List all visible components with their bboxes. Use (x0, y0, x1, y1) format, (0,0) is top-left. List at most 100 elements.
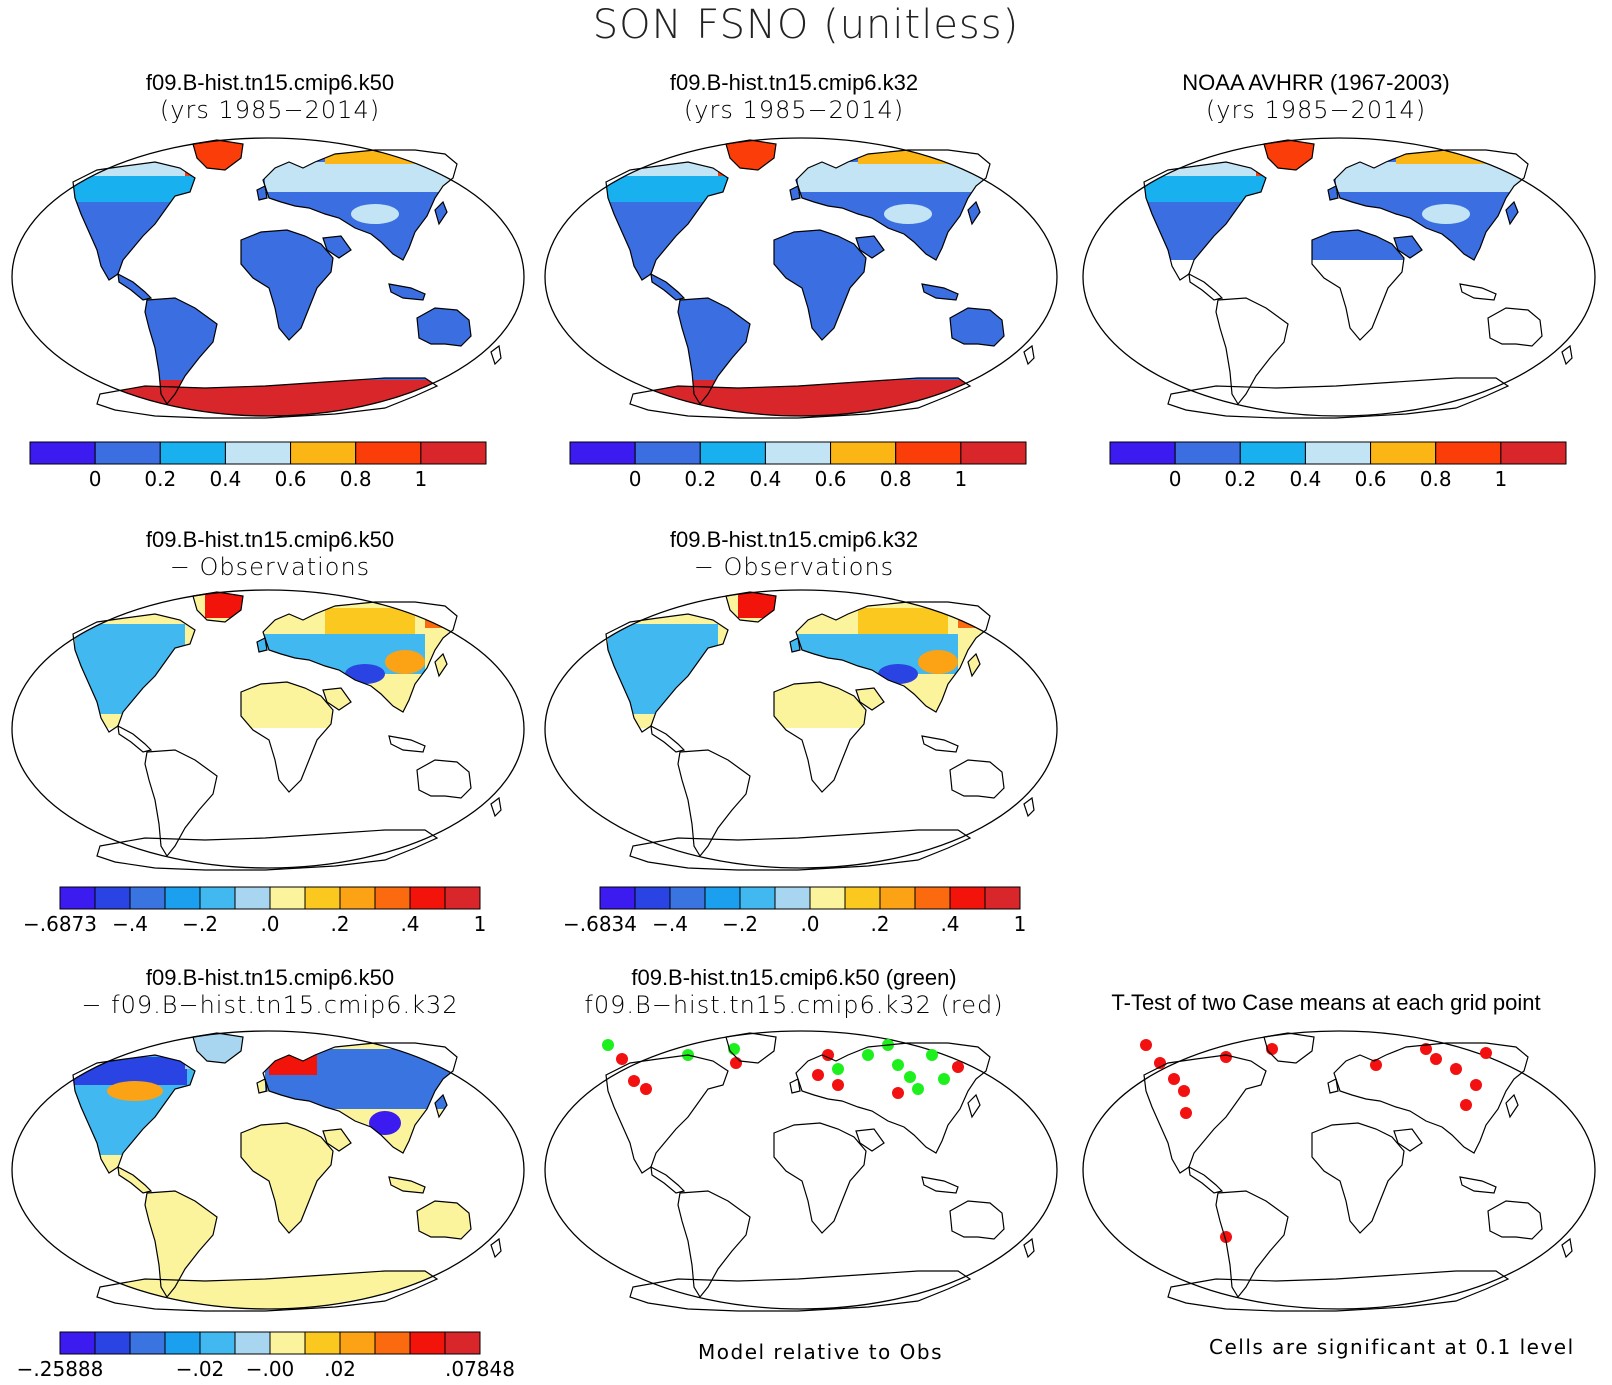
coastline-eurasia (262, 601, 458, 713)
colorbar-boxes (1109, 441, 1567, 465)
significant-cell (602, 1039, 614, 1051)
map-k32-minus-obs (538, 584, 1064, 874)
colorbar-tick-label: −.00 (246, 1357, 295, 1381)
colorbar-box (1370, 441, 1437, 465)
panel-title-line1: f09.B-hist.tn15.cmip6.k50 (145, 527, 395, 552)
map-k50-minus-k32 (5, 1025, 531, 1315)
colorbar-boxes (29, 441, 487, 465)
panel-title-line2: f09.B−hist.tn15.cmip6.k32 (red) (584, 991, 1004, 1019)
colorbar-box (304, 886, 341, 910)
tibet-snow (884, 204, 932, 224)
coastline-australia (416, 307, 472, 347)
significant-cell (1460, 1099, 1472, 1111)
coastline-central-america (117, 272, 153, 301)
coastline-australia (1487, 307, 1543, 347)
coastline-south-america (677, 1190, 751, 1299)
colorbar-labels: −.25888 −.02 −.00 .02 .07848 (17, 1357, 515, 1381)
panel-title-line1: NOAA AVHRR (1967-2003) (1182, 70, 1450, 95)
coastline-australia (949, 759, 1005, 799)
colorbar-box (224, 441, 292, 465)
colorbar-box (1239, 441, 1306, 465)
coastline-greenland (192, 591, 244, 623)
colorbar-tick-label: 0.2 (684, 467, 716, 491)
significant-cell (812, 1069, 824, 1081)
coastline-south-america (1215, 297, 1289, 406)
colorbar-box (94, 1331, 131, 1355)
colorbar-obs: 0 0.2 0.4 0.6 0.8 1 (1109, 441, 1567, 491)
coastline-indonesia (921, 1176, 959, 1194)
coastline-greenland (725, 1032, 777, 1064)
colorbar-box (374, 1331, 411, 1355)
colorbar-box (704, 886, 741, 910)
colorbar-tick-label: −.6873 (23, 912, 97, 936)
significant-cell (1220, 1231, 1232, 1243)
colorbar-box (164, 886, 201, 910)
colorbar-labels: 0 0.2 0.4 0.6 0.8 1 (1169, 467, 1507, 491)
colorbar-box (269, 1331, 306, 1355)
coastline-japan (434, 200, 448, 226)
coastline-britain (789, 1078, 801, 1094)
coastline-arabia (855, 235, 885, 259)
coastline-africa (1311, 229, 1405, 341)
coastline-japan (967, 200, 981, 226)
coastline-greenland (725, 139, 777, 171)
coastline-central-america (1188, 272, 1224, 301)
coastline-indonesia (388, 283, 426, 301)
coastline-central-america (1188, 1165, 1224, 1194)
colorbar-tick-label: 0.2 (144, 467, 176, 491)
colorbar-box (444, 1331, 481, 1355)
significant-cell (862, 1049, 874, 1061)
coastline-central-america (650, 1165, 686, 1194)
panel-title-ttest: T-Test of two Case means at each grid po… (1066, 990, 1586, 1016)
coastline-antarctica (629, 829, 972, 871)
colorbar-k32: 0 0.2 0.4 0.6 0.8 1 (569, 441, 1027, 491)
colorbar-tick-label: .0 (800, 912, 819, 936)
map-background (1076, 1025, 1602, 1315)
panel-title-k32-mean: f09.B-hist.tn15.cmip6.k32 (yrs 1985−2014… (534, 70, 1054, 124)
panel-title-line2: (yrs 1985−2014) (683, 96, 905, 124)
coastlines (72, 139, 502, 419)
colorbar-tick-label: −.4 (112, 912, 148, 936)
coastline-new-zealand (1561, 344, 1573, 366)
coastline-australia (416, 1200, 472, 1240)
coastline-south-america (144, 297, 218, 406)
coastline-antarctica (96, 1270, 439, 1312)
positive-diff (107, 1081, 163, 1101)
map-ttest (1076, 1025, 1602, 1315)
colorbar-box (1174, 441, 1241, 465)
significant-cell (1470, 1079, 1482, 1091)
coastline-eurasia (262, 149, 458, 261)
coastline-south-america (144, 749, 218, 858)
coastline-britain (256, 1078, 268, 1094)
panel-title-line2: (yrs 1985−2014) (159, 96, 381, 124)
panel-title-k50-mean: f09.B-hist.tn15.cmip6.k50 (yrs 1985−2014… (10, 70, 530, 124)
colorbar-box (29, 441, 96, 465)
panel-title-line2: (yrs 1985−2014) (1205, 96, 1427, 124)
significant-cell (926, 1049, 938, 1061)
map-frame (544, 1030, 1058, 1310)
significant-cell (938, 1073, 950, 1085)
coastline-south-america (1215, 1190, 1289, 1299)
coastline-africa (1311, 1122, 1405, 1234)
colorbar-tick-label: −.25888 (17, 1357, 104, 1381)
coastlines (72, 591, 502, 871)
colorbar-box (94, 441, 161, 465)
colorbar-tick-label: 0 (629, 467, 642, 491)
colorbar-tick-label: 1 (1014, 912, 1027, 936)
significant-cell (1480, 1047, 1492, 1059)
map-sig-model-obs (538, 1025, 1064, 1315)
colorbar-labels: −.6834 −.4 −.2 .0 .2 .4 1 (563, 912, 1026, 936)
significant-cell (912, 1083, 924, 1095)
colorbar-boxes (569, 441, 1027, 465)
colorbar-box (339, 886, 376, 910)
colorbar-labels: 0 0.2 0.4 0.6 0.8 1 (629, 467, 967, 491)
coastline-indonesia (388, 1176, 426, 1194)
coastlines (1143, 139, 1573, 419)
coastlines (1143, 1032, 1573, 1312)
coastline-greenland (1263, 1032, 1315, 1064)
coastline-britain (1327, 1078, 1339, 1094)
coastline-japan (967, 652, 981, 678)
significant-cell (1140, 1039, 1152, 1051)
map-frame (1082, 137, 1596, 417)
coastline-arabia (322, 687, 352, 711)
